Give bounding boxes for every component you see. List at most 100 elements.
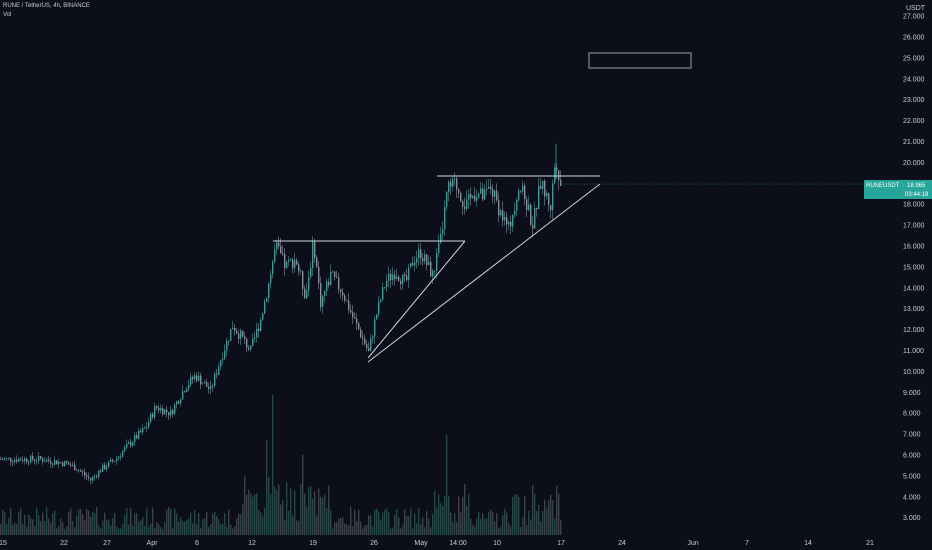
- candle-body: [440, 233, 442, 243]
- volume-bar: [240, 514, 242, 535]
- candle-body: [444, 206, 446, 230]
- candle-body: [74, 464, 76, 471]
- candle-body: [96, 475, 98, 477]
- volume-bar: [396, 509, 398, 535]
- candle-body: [222, 358, 224, 361]
- candle-body: [12, 461, 14, 463]
- price-tick-label: 23.000: [903, 97, 925, 104]
- volume-bar: [24, 514, 26, 535]
- candle-body: [170, 410, 172, 416]
- volume-bar: [290, 487, 292, 535]
- volume-bar: [26, 527, 28, 535]
- candle-body: [224, 350, 226, 359]
- candle-body: [22, 460, 24, 462]
- volume-bar: [12, 524, 14, 535]
- candle-body: [300, 271, 302, 273]
- candle-body: [302, 271, 304, 289]
- volume-bar: [100, 528, 102, 535]
- drawing-rectangle[interactable]: [588, 52, 692, 69]
- candle-body: [242, 330, 244, 337]
- candle-body: [204, 382, 206, 384]
- volume-bar: [224, 513, 226, 535]
- volume-bar: [560, 519, 562, 535]
- volume-bar: [62, 522, 64, 535]
- volume-bar: [14, 522, 16, 535]
- candle-body: [460, 192, 462, 202]
- candle-body: [406, 275, 408, 280]
- volume-bar: [192, 523, 194, 535]
- candle-body: [394, 274, 396, 280]
- volume-bar: [30, 518, 32, 535]
- candle-body: [262, 313, 264, 320]
- candle-body: [502, 210, 504, 221]
- candle-body: [80, 470, 82, 472]
- time-tick-label: 24: [618, 540, 626, 547]
- volume-bar: [108, 519, 110, 535]
- price-tick-label: 16.000: [903, 244, 925, 251]
- candle-body: [400, 280, 402, 285]
- candle-body: [404, 274, 406, 276]
- candle-body: [264, 301, 266, 314]
- candle-body: [344, 295, 346, 301]
- price-tick-label: 17.000: [903, 223, 925, 230]
- candle-body: [60, 461, 62, 463]
- triangle-upper-line-1[interactable]: [367, 240, 466, 359]
- volume-label: Vol: [3, 12, 12, 18]
- volume-bar: [544, 500, 546, 535]
- volume-bar: [368, 515, 370, 535]
- volume-bar: [188, 517, 190, 535]
- candle-body: [338, 277, 340, 290]
- candle-body: [178, 401, 180, 404]
- candle-body: [536, 208, 538, 210]
- volume-bar: [406, 515, 408, 535]
- candle-body: [360, 329, 362, 338]
- volume-bar: [404, 509, 406, 535]
- candle-body: [194, 375, 196, 380]
- volume-bar: [420, 524, 422, 535]
- volume-bar: [54, 510, 56, 535]
- volume-bar: [56, 528, 58, 535]
- candle-body: [396, 276, 398, 280]
- volume-bar: [8, 518, 10, 535]
- candlesticks: [0, 143, 864, 485]
- volume-bar: [74, 527, 76, 535]
- candle-body: [484, 189, 486, 200]
- candle-body: [232, 327, 234, 330]
- candle-body: [506, 217, 508, 225]
- volume-bars: [0, 395, 562, 535]
- candle-body: [346, 300, 348, 302]
- volume-bar: [334, 522, 336, 535]
- ascending-support-line[interactable]: [367, 183, 601, 363]
- candle-body: [34, 459, 36, 461]
- candle-body: [46, 459, 48, 462]
- candle-body: [214, 373, 216, 386]
- candle-body: [378, 301, 380, 315]
- volume-bar: [40, 521, 42, 535]
- volume-bar: [552, 499, 554, 535]
- volume-bar: [364, 525, 366, 535]
- trendline-drawings[interactable]: [273, 52, 692, 363]
- volume-bar: [286, 482, 288, 535]
- volume-bar: [102, 520, 104, 535]
- candle-body: [190, 376, 192, 385]
- candle-body: [476, 197, 478, 201]
- candle-body: [284, 253, 286, 268]
- candle-body: [538, 185, 540, 210]
- volume-bar: [190, 512, 192, 535]
- volume-bar: [4, 511, 6, 535]
- candle-body: [130, 442, 132, 446]
- candle-body: [412, 263, 414, 266]
- candle-body: [368, 348, 370, 351]
- volume-bar: [80, 509, 82, 535]
- candle-body: [462, 201, 464, 207]
- candle-body: [276, 242, 278, 250]
- candle-body: [256, 328, 258, 338]
- candle-body: [260, 319, 262, 331]
- volume-bar: [272, 395, 274, 535]
- volume-bar: [480, 518, 482, 535]
- candle-body: [402, 274, 404, 285]
- candle-body: [316, 257, 318, 267]
- time-axis[interactable]: 15 22 27 Apr 6 12 19 26 May 14:00 10 17 24 Jun 7 14 21: [0, 540, 874, 547]
- volume-bar: [428, 518, 430, 535]
